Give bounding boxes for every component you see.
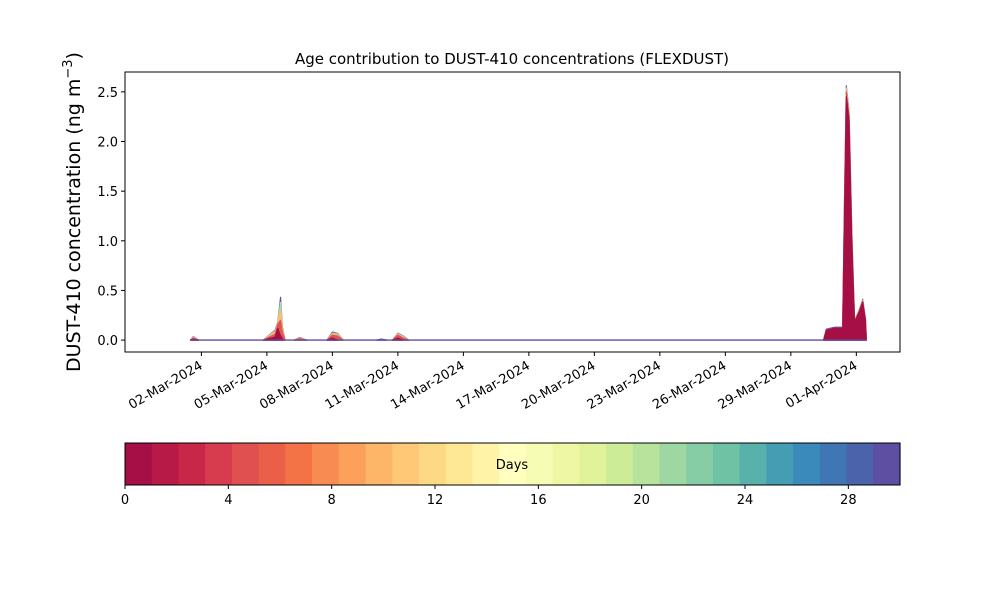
y-tick-label: 1.5 (97, 185, 118, 200)
y-tick-label: 0.5 (97, 284, 118, 299)
colorbar-cell (739, 443, 767, 485)
colorbar-cell (873, 443, 901, 485)
colorbar-cell (338, 443, 367, 485)
colorbar-cell (659, 443, 687, 485)
colorbar-cell (766, 443, 794, 485)
colorbar-cell (258, 443, 286, 485)
colorbar-tick-label: 24 (737, 493, 754, 508)
colorbar-cell (285, 443, 313, 485)
colorbar-cell (231, 443, 260, 485)
y-tick-label: 0.0 (97, 334, 118, 349)
colorbar-cell (632, 443, 661, 485)
colorbar-cell (499, 443, 527, 485)
colorbar-cell (686, 443, 714, 485)
y-axis: 0.0 0.5 1.0 1.5 2.0 2.5 (97, 86, 125, 349)
colorbar-tick-label: 4 (224, 493, 232, 508)
y-axis-label: DUST-410 concentration (ng m−3) (61, 52, 85, 372)
colorbar-cell (525, 443, 554, 485)
colorbar-cell (205, 443, 233, 485)
colorbar-cell (793, 443, 821, 485)
colorbar: Days 0 4 8 12 16 20 24 28 (121, 442, 901, 508)
colorbar-cell (846, 443, 874, 485)
colorbar-tick-label: 28 (840, 493, 857, 508)
colorbar-cell (579, 443, 607, 485)
colorbar-cell (472, 443, 500, 485)
colorbar-cell (151, 443, 180, 485)
chart-title: Age contribution to DUST-410 concentrati… (295, 50, 729, 68)
colorbar-cells (125, 443, 901, 485)
colorbar-tick-label: 0 (121, 493, 129, 508)
y-axis-label-close: ) (63, 52, 85, 59)
plot-frame (124, 71, 901, 353)
colorbar-tick-label: 8 (328, 493, 336, 508)
colorbar-cell (712, 443, 741, 485)
series-layer (189, 85, 867, 341)
colorbar-tick-label: 16 (530, 493, 547, 508)
colorbar-cell (365, 443, 393, 485)
colorbar-cell (392, 443, 420, 485)
colorbar-tick-label: 12 (427, 493, 444, 508)
colorbar-cell (178, 443, 206, 485)
colorbar-cell (418, 443, 447, 485)
colorbar-label: Days (496, 458, 529, 473)
y-axis-label-superscript: −3 (61, 59, 76, 78)
colorbar-ticks: 0 4 8 12 16 20 24 28 (121, 485, 857, 508)
colorbar-cell (445, 443, 474, 485)
colorbar-tick-label: 20 (633, 493, 650, 508)
plot-area (124, 71, 901, 353)
y-tick-label: 1.0 (97, 235, 118, 250)
colorbar-cell (312, 443, 340, 485)
colorbar-cell (606, 443, 634, 485)
colorbar-frame (124, 442, 901, 486)
y-tick-label: 2.0 (97, 136, 118, 151)
colorbar-cell (552, 443, 580, 485)
colorbar-cell (819, 443, 848, 485)
y-axis-label-main: DUST-410 concentration (ng m (63, 79, 85, 372)
y-tick-label: 2.5 (97, 86, 118, 101)
colorbar-cell (125, 443, 153, 485)
